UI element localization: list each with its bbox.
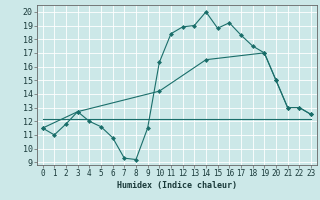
X-axis label: Humidex (Indice chaleur): Humidex (Indice chaleur): [117, 181, 237, 190]
